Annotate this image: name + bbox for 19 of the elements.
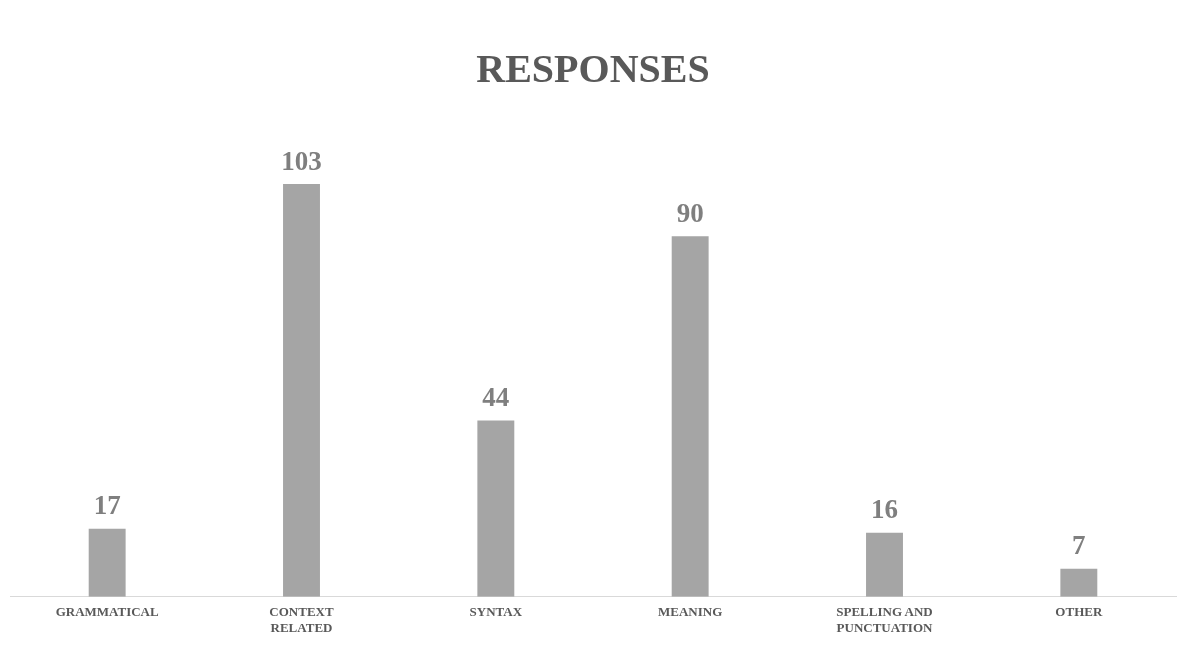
data-label: 17 [93, 490, 121, 521]
bar [88, 528, 126, 597]
bar [1060, 568, 1098, 597]
bar [671, 236, 709, 597]
x-tick-label: MEANING [658, 603, 723, 619]
bar [283, 184, 320, 597]
data-label: 16 [871, 494, 898, 525]
data-label: 90 [676, 197, 704, 228]
x-tick-label: SPELLING AND PUNCTUATION [836, 603, 934, 635]
data-label: 44 [482, 381, 510, 412]
x-tick-label: OTHER [1055, 603, 1103, 619]
x-tick-label: CONTEXT RELATED [269, 603, 334, 635]
data-label: 103 [281, 145, 322, 176]
bar [866, 532, 903, 597]
x-tick-label: GRAMMATICAL [55, 603, 160, 619]
chart-title: RESPONSES [476, 46, 710, 92]
bar [477, 420, 515, 597]
data-label: 7 [1072, 530, 1086, 561]
x-tick-label: SYNTAX [469, 603, 523, 619]
